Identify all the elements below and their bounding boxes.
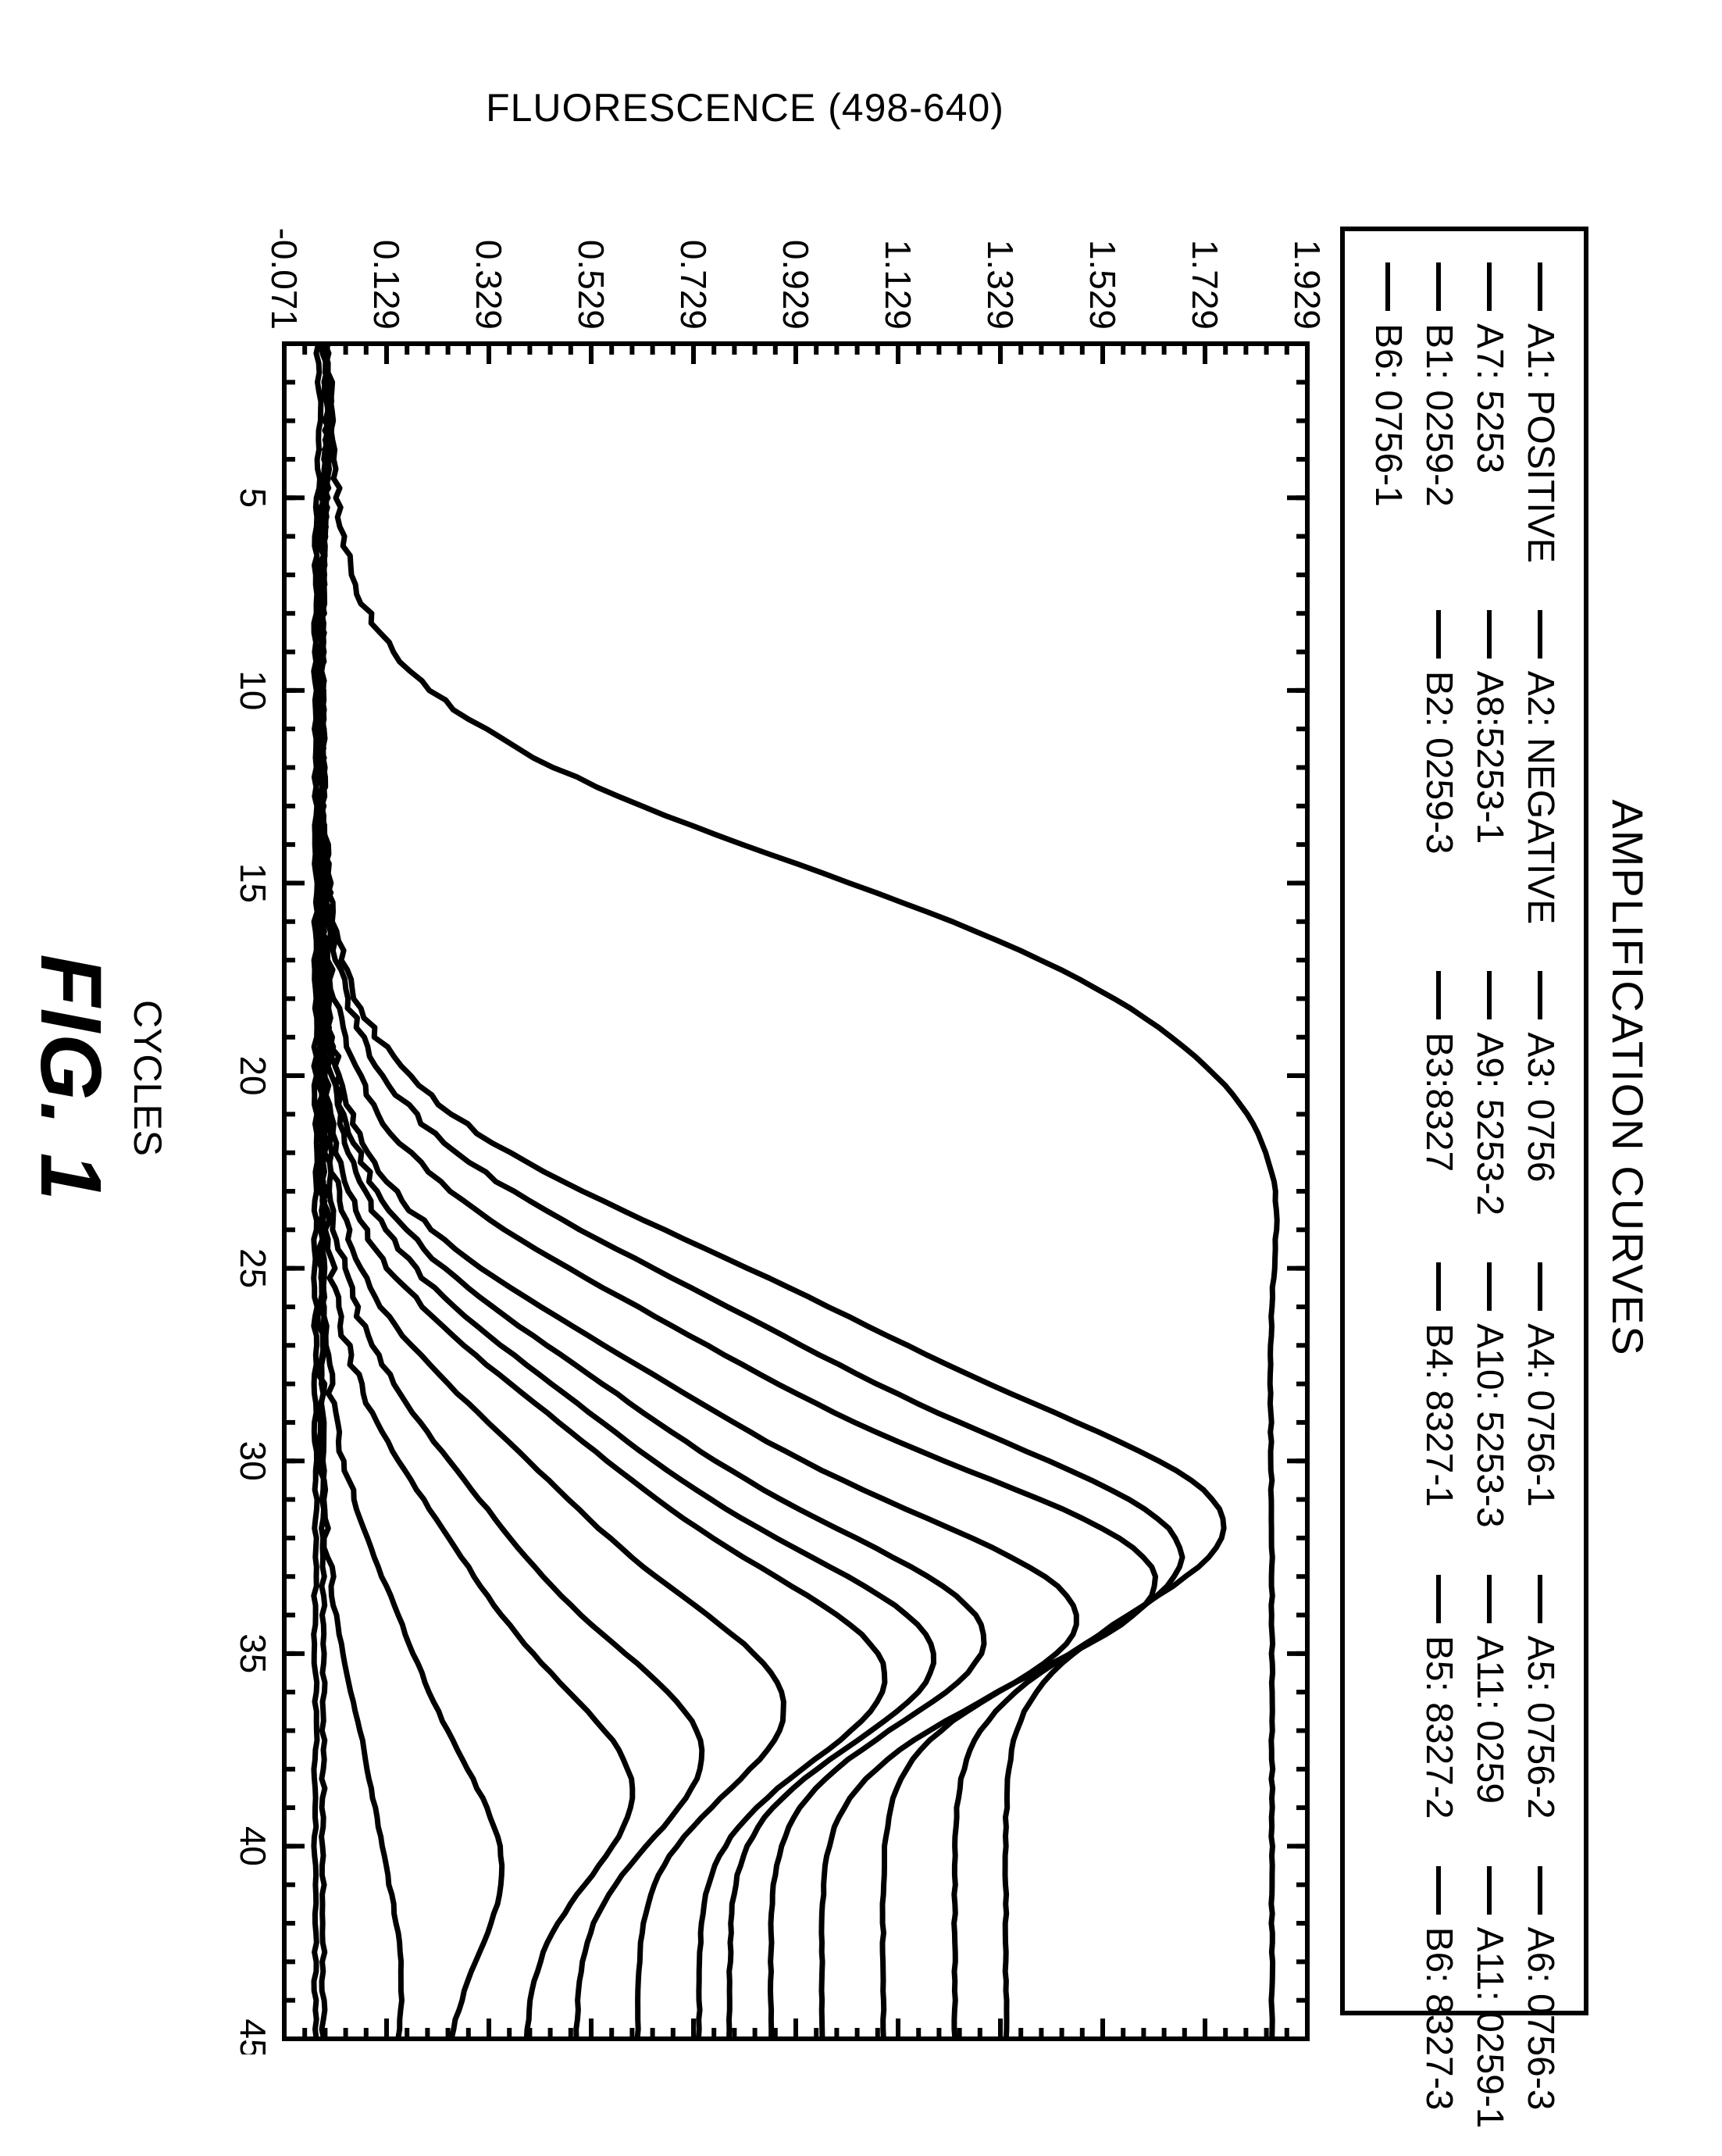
legend-label: B4: 8327-1: [1417, 1323, 1460, 1507]
legend-item: B6: 8327-3: [1417, 1866, 1460, 2129]
legend-dash-icon: [1488, 610, 1492, 659]
legend-dash-icon: [1437, 610, 1442, 659]
legend-item: A7: 5253: [1468, 262, 1511, 563]
legend-label: A6: 0756-3: [1519, 1927, 1562, 2111]
legend-dash-icon: [1538, 262, 1543, 311]
plot-area: FLUORESCENCE (498-640) 51015202530354045…: [167, 164, 1323, 2062]
svg-text:1.529: 1.529: [1082, 240, 1123, 330]
rotated-canvas: AMPLIFICATION CURVES A1: POSITIVE A2: NEG…: [0, 0, 1722, 2156]
legend-item: [1367, 971, 1410, 1215]
svg-text:40: 40: [233, 1826, 273, 1866]
legend-item: B3:8327: [1417, 971, 1460, 1215]
legend-label: A7: 5253: [1468, 323, 1511, 473]
figure-container: AMPLIFICATION CURVES A1: POSITIVE A2: NEG…: [0, 0, 1722, 2156]
svg-text:15: 15: [233, 863, 273, 903]
legend-item: A4: 0756-1: [1519, 1262, 1562, 1528]
legend-item: A6: 0756-3: [1519, 1866, 1562, 2129]
y-axis-label: FLUORESCENCE (498-640): [486, 85, 1004, 130]
legend-dash-icon: [1538, 610, 1543, 659]
legend-dash-icon: [1437, 262, 1442, 311]
svg-text:1.329: 1.329: [980, 240, 1021, 330]
legend-label: B3:8327: [1417, 1032, 1460, 1172]
legend-item: B4: 8327-1: [1417, 1262, 1460, 1528]
legend-item: A3: 0756: [1519, 971, 1562, 1215]
svg-text:1.729: 1.729: [1185, 240, 1225, 330]
svg-text:45: 45: [233, 2019, 273, 2054]
chart-title: AMPLIFICATION CURVES: [1603, 94, 1653, 2062]
svg-text:30: 30: [233, 1441, 273, 1481]
amplification-chart: 5 10 15 20 25 30 35 40 45 -0.071 0.129 0.329 0.529 0.…: [167, 164, 1323, 2054]
legend: A1: POSITIVE A2: NEGATIVE A3: 0756 A4: 0756…: [1340, 227, 1588, 2015]
legend-label: A3: 0756: [1519, 1032, 1562, 1182]
legend-dash-icon: [1488, 971, 1492, 1019]
page: AMPLIFICATION CURVES A1: POSITIVE A2: NEG…: [0, 0, 1722, 2156]
svg-text:0.329: 0.329: [469, 240, 509, 330]
legend-item: B2: 0259-3: [1417, 610, 1460, 925]
legend-item: A11: 0259-1: [1468, 1866, 1511, 2129]
svg-text:-0.071: -0.071: [264, 228, 305, 330]
legend-dash-icon: [1538, 971, 1543, 1019]
legend-item: B6: 0756-1: [1367, 262, 1410, 563]
legend-item: A2: NEGATIVE: [1519, 610, 1562, 925]
legend-item: A9: 5253-2: [1468, 971, 1511, 1215]
svg-text:10: 10: [233, 670, 273, 710]
legend-label: B5: 8327-2: [1417, 1636, 1460, 1819]
legend-dash-icon: [1488, 1866, 1492, 1915]
legend-dash-icon: [1488, 1575, 1492, 1623]
legend-dash-icon: [1488, 1262, 1492, 1311]
legend-item: B1: 0259-2: [1417, 262, 1460, 563]
legend-label: A2: NEGATIVE: [1519, 671, 1562, 925]
legend-label: A4: 0756-1: [1519, 1323, 1562, 1507]
legend-dash-icon: [1538, 1262, 1543, 1311]
legend-label: A1: POSITIVE: [1519, 323, 1562, 563]
svg-text:25: 25: [233, 1248, 273, 1288]
svg-text:0.529: 0.529: [571, 240, 611, 330]
x-axis-label: CYCLES: [125, 94, 170, 2062]
svg-text:1.129: 1.129: [878, 240, 918, 330]
legend-dash-icon: [1437, 971, 1442, 1019]
legend-dash-icon: [1437, 1866, 1442, 1915]
figure-label: FIG. 1: [21, 94, 120, 2062]
legend-item: A10: 5253-3: [1468, 1262, 1511, 1528]
legend-dash-icon: [1538, 1575, 1543, 1623]
svg-text:20: 20: [233, 1055, 273, 1095]
legend-item: B5: 8327-2: [1417, 1575, 1460, 1819]
legend-label: A8:5253-1: [1468, 671, 1511, 844]
svg-text:35: 35: [233, 1633, 273, 1673]
legend-label: A11: 0259-1: [1468, 1927, 1511, 2129]
legend-dash-icon: [1437, 1575, 1442, 1623]
legend-label: A11: 0259: [1468, 1636, 1511, 1804]
legend-label: B6: 8327-3: [1417, 1927, 1460, 2111]
legend-item: A8:5253-1: [1468, 610, 1511, 925]
legend-dash-icon: [1488, 262, 1492, 311]
svg-text:1.929: 1.929: [1287, 240, 1323, 330]
legend-label: A10: 5253-3: [1468, 1323, 1511, 1528]
legend-dash-icon: [1386, 262, 1391, 311]
legend-item: [1367, 610, 1410, 925]
svg-text:0.929: 0.929: [775, 240, 816, 330]
legend-label: B1: 0259-2: [1417, 323, 1460, 507]
legend-dash-icon: [1437, 1262, 1442, 1311]
legend-item: A1: POSITIVE: [1519, 262, 1562, 563]
svg-text:5: 5: [233, 487, 273, 508]
legend-label: A9: 5253-2: [1468, 1032, 1511, 1215]
legend-item: A11: 0259: [1468, 1575, 1511, 1819]
legend-label: B2: 0259-3: [1417, 671, 1460, 855]
legend-label: B6: 0756-1: [1367, 323, 1410, 507]
svg-text:0.129: 0.129: [366, 240, 407, 330]
legend-item: A5: 0756-2: [1519, 1575, 1562, 1819]
svg-text:0.729: 0.729: [673, 240, 714, 330]
legend-dash-icon: [1538, 1866, 1543, 1915]
legend-label: A5: 0756-2: [1519, 1636, 1562, 1819]
